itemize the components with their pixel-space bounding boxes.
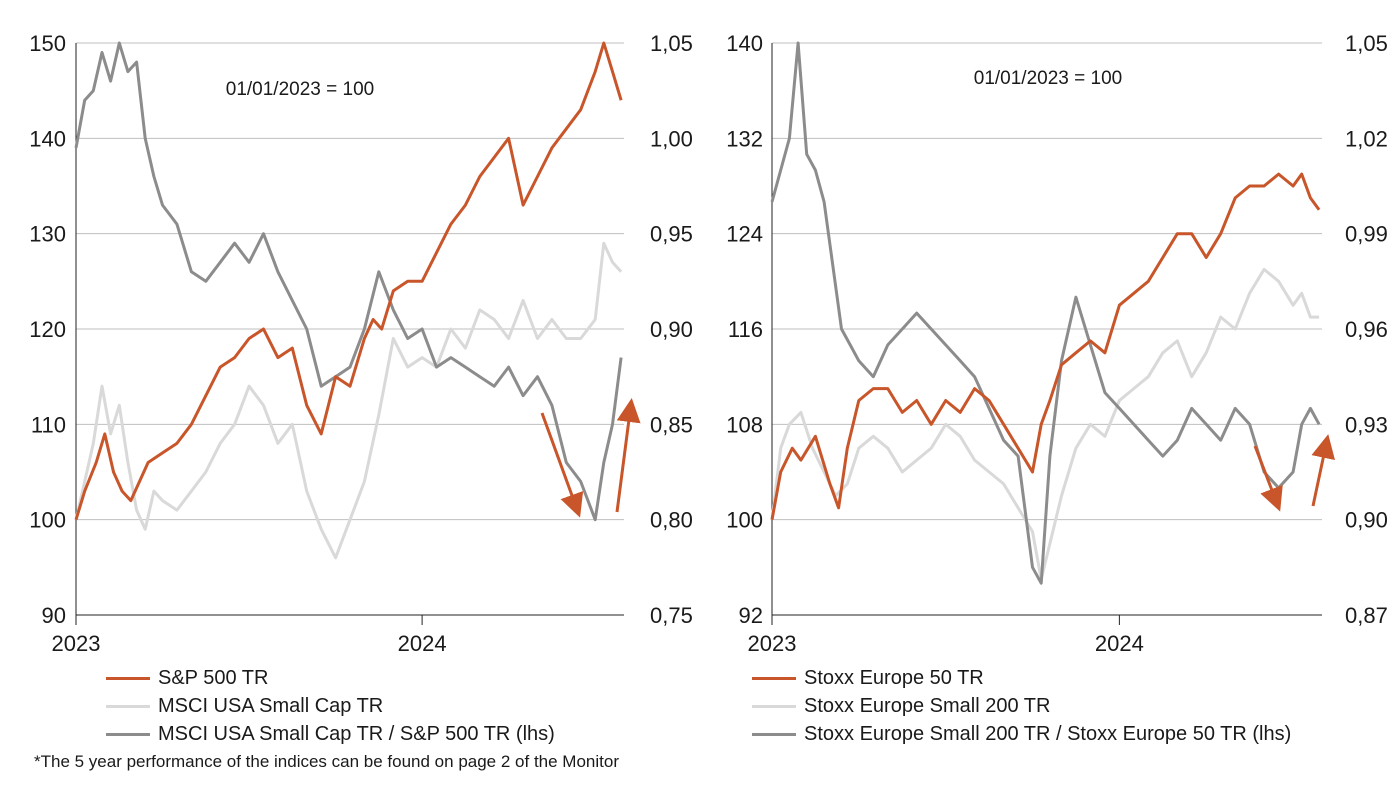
y-right-tick-us-3: 0,90 [650,317,693,342]
y-left-tick-eu-1: 100 [726,508,763,533]
y-left-tick-us-5: 140 [29,126,66,151]
legend-left: S&P 500 TR MSCI USA Small Cap TR MSCI US… [106,664,555,748]
y-left-tick-eu-3: 116 [728,317,763,342]
y-right-tick-eu-4: 0,99 [1345,222,1388,247]
y-right-tick-us-6: 1,05 [650,31,693,56]
y-right-tick-us-4: 0,95 [650,222,693,247]
series-line-us-2 [74,41,623,522]
annotation-us: 01/01/2023 = 100 [226,79,374,100]
y-left-tick-us-6: 150 [29,31,66,56]
y-right-tick-eu-5: 1,02 [1345,126,1388,151]
y-left-tick-us-4: 130 [29,222,66,247]
legend-label-stoxx-small: Stoxx Europe Small 200 TR [804,695,1051,717]
legend-item-sp500: S&P 500 TR [106,664,555,692]
annotation-eu: 01/01/2023 = 100 [974,68,1122,89]
legend-swatch-eu-ratio [752,732,796,736]
series-line-us-1 [74,241,623,560]
footnote: *The 5 year performance of the indices c… [34,752,619,771]
y-right-tick-us-1: 0,80 [650,508,693,533]
legend-label-eu-ratio: Stoxx Europe Small 200 TR / Stoxx Europe… [804,723,1292,745]
trend-arrow-eu-1 [1311,434,1336,507]
series-line-eu-2 [770,41,1321,585]
y-left-tick-us-2: 110 [31,412,66,437]
legend-swatch-us-ratio [106,732,150,736]
y-right-tick-eu-1: 0,90 [1345,508,1388,533]
legend-right: Stoxx Europe 50 TR Stoxx Europe Small 20… [752,664,1291,748]
y-left-tick-us-0: 90 [42,603,66,628]
y-left-tick-eu-5: 132 [726,126,763,151]
x-tick-us-0: 2023 [52,631,101,656]
y-right-tick-eu-2: 0,93 [1345,412,1388,437]
y-left-tick-us-1: 100 [29,508,66,533]
x-tick-eu-1: 2024 [1095,631,1144,656]
y-left-tick-eu-6: 140 [726,31,763,56]
y-right-tick-us-0: 0,75 [650,603,693,628]
trend-arrow-eu-0 [1253,445,1283,512]
y-left-tick-eu-4: 124 [726,222,763,247]
legend-item-us-ratio: MSCI USA Small Cap TR / S&P 500 TR (lhs) [106,720,555,748]
series-line-eu-0 [770,172,1321,520]
legend-item-stoxx-small: Stoxx Europe Small 200 TR [752,692,1291,720]
legend-label-us-ratio: MSCI USA Small Cap TR / S&P 500 TR (lhs) [158,723,555,745]
legend-item-eu-ratio: Stoxx Europe Small 200 TR / Stoxx Europe… [752,720,1291,748]
x-tick-eu-0: 2023 [748,631,797,656]
x-tick-us-1: 2024 [398,631,447,656]
legend-item-msci-small: MSCI USA Small Cap TR [106,692,555,720]
legend-label-sp500: S&P 500 TR [158,667,269,689]
legend-item-stoxx50: Stoxx Europe 50 TR [752,664,1291,692]
y-right-tick-eu-6: 1,05 [1345,31,1388,56]
trend-arrow-us-0 [540,412,584,518]
legend-swatch-sp500 [106,676,150,680]
series-line-us-0 [74,41,623,521]
legend-swatch-msci-small [106,704,150,708]
y-left-tick-us-3: 120 [29,317,66,342]
y-right-tick-eu-0: 0,87 [1345,603,1388,628]
legend-swatch-stoxx-small [752,704,796,708]
y-right-tick-eu-3: 0,96 [1345,317,1388,342]
legend-swatch-stoxx50 [752,676,796,680]
y-right-tick-us-2: 0,85 [650,412,693,437]
y-right-tick-us-5: 1,00 [650,126,693,151]
y-left-tick-eu-2: 108 [726,412,763,437]
y-left-tick-eu-0: 92 [739,603,763,628]
legend-label-stoxx50: Stoxx Europe 50 TR [804,667,984,689]
legend-label-msci-small: MSCI USA Small Cap TR [158,695,384,717]
trend-arrow-us-1 [615,398,641,513]
